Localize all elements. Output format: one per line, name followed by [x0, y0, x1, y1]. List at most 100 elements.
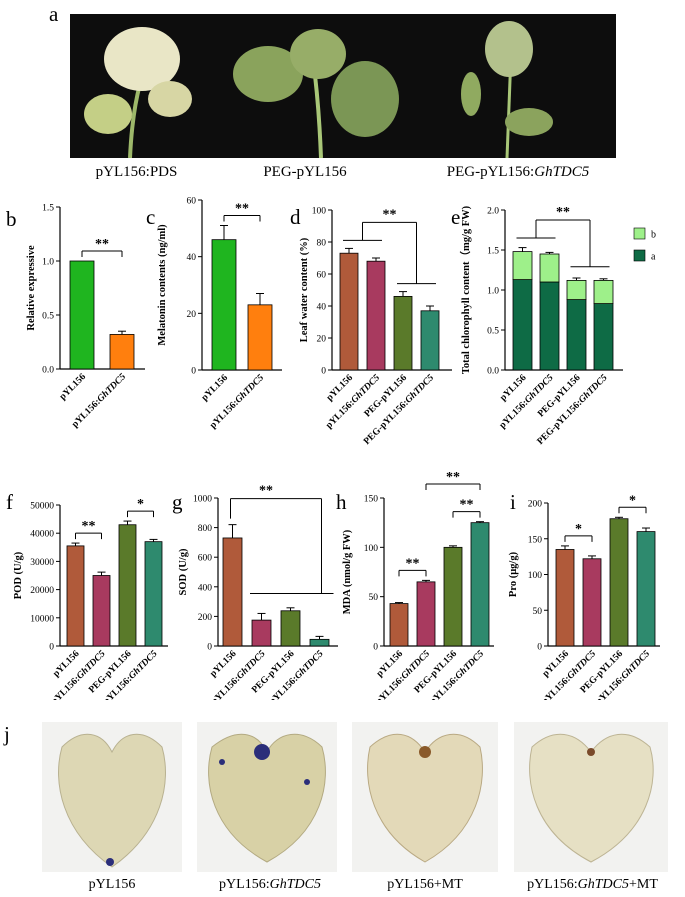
- panel-label-d: d: [290, 205, 301, 229]
- bar-i-3: [636, 531, 656, 647]
- y-axis-label-c: Melatonin contents (ng/ml): [157, 224, 168, 346]
- y-tick-label-e: 0.5: [487, 327, 499, 337]
- y-tick-label-e: 2.0: [487, 207, 499, 217]
- y-tick-label-g: 1000: [193, 495, 212, 505]
- panel-label-j: j: [4, 722, 10, 746]
- legend-swatch-a: [633, 249, 646, 262]
- bar-i-0: [555, 549, 575, 647]
- sig-label-h: **: [406, 556, 420, 571]
- y-tick-label-b: 1.0: [42, 258, 54, 268]
- panel-label-c: c: [146, 205, 156, 229]
- bar-d-2: [393, 295, 413, 371]
- sig-label-f: **: [82, 519, 96, 534]
- y-tick-label-f: 10000: [30, 614, 54, 624]
- caption-a-1: pYL156:PDS: [95, 164, 178, 180]
- sig-label-i: *: [575, 522, 582, 537]
- panel-label-e: e: [451, 205, 461, 229]
- sig-label-e: **: [556, 205, 570, 220]
- sig-label-i: *: [629, 493, 636, 508]
- y-tick-label-f: 30000: [30, 558, 54, 568]
- y-tick-label-h: 150: [364, 495, 379, 505]
- caption-j-2: pYL156:GhTDC5: [219, 877, 321, 892]
- panel-label-f: f: [6, 490, 13, 514]
- bar-d-3: [420, 310, 440, 371]
- caption-j-1: pYL156: [88, 877, 136, 892]
- y-tick-label-d: 40: [317, 303, 327, 313]
- bar-e-b-3: [593, 279, 614, 304]
- bar-g-0: [222, 537, 243, 647]
- leaf-photo-3: [352, 722, 498, 872]
- y-tick-label-i: 100: [528, 571, 543, 581]
- y-tick-label-d: 80: [317, 239, 327, 249]
- y-tick-label-c: 0: [191, 367, 196, 377]
- y-tick-label-g: 200: [198, 613, 213, 623]
- y-tick-label-f: 0: [49, 643, 54, 653]
- y-tick-label-i: 50: [533, 607, 543, 617]
- y-tick-label-e: 1.0: [487, 287, 499, 297]
- bar-i-1: [582, 558, 602, 647]
- x-tick-label-b: pYL156: [58, 372, 88, 402]
- caption-j-3: pYL156+MT: [387, 877, 463, 892]
- bar-e-a-0: [512, 279, 533, 371]
- bar-f-3: [144, 541, 163, 647]
- bar-h-1: [416, 581, 436, 647]
- leaf-photo-4: [514, 722, 668, 872]
- panel-label-b: b: [6, 207, 17, 231]
- panel-label-i: i: [510, 490, 516, 514]
- y-tick-label-h: 100: [364, 544, 379, 554]
- bar-g-2: [280, 610, 301, 647]
- y-tick-label-i: 150: [528, 535, 543, 545]
- y-axis-label-g: SOD (U/g): [178, 548, 189, 595]
- y-axis-label-d: Leaf water content (%): [299, 237, 310, 342]
- bar-h-0: [389, 603, 409, 647]
- bar-f-1: [92, 575, 111, 647]
- leaf-photo-1: [42, 722, 182, 872]
- bar-e-a-1: [539, 281, 560, 371]
- leaf-photo-2: [197, 722, 337, 872]
- y-tick-label-d: 20: [317, 335, 327, 345]
- photo-pds-plant: [70, 14, 203, 159]
- y-tick-label-d: 60: [317, 271, 327, 281]
- caption-a-3: PEG-pYL156:GhTDC5: [446, 164, 590, 180]
- y-tick-label-f: 50000: [30, 502, 54, 512]
- legend-label-a: a: [651, 252, 656, 263]
- y-tick-label-b: 0.5: [42, 312, 54, 322]
- y-tick-label-c: 60: [187, 197, 197, 207]
- bar-h-3: [470, 522, 490, 647]
- sig-label-h: **: [446, 470, 460, 485]
- y-tick-label-d: 0: [321, 367, 326, 377]
- legend-swatch-b: [633, 227, 646, 240]
- y-tick-label-h: 50: [369, 593, 379, 603]
- legend-label-b: b: [651, 230, 656, 241]
- sig-label-d: **: [383, 207, 397, 222]
- charts-canvas: 0.0 0.5 1.0 1.5 Relative expressive pYL156 pYL…: [13, 197, 660, 700]
- panel-label-h: h: [336, 490, 347, 514]
- y-tick-label-b: 1.5: [42, 204, 54, 214]
- y-tick-label-h: 0: [373, 643, 378, 653]
- sig-label-g: **: [259, 484, 273, 499]
- y-tick-label-g: 600: [198, 554, 213, 564]
- y-axis-label-e: Total chlorophyll content（mg/g FW): [459, 205, 472, 374]
- y-axis-label-b: Relative expressive: [26, 245, 37, 331]
- sig-label-f: *: [137, 497, 144, 512]
- y-tick-label-e: 1.5: [487, 247, 499, 257]
- bar-b-1: [109, 334, 135, 370]
- bar-d-1: [366, 260, 386, 371]
- photo-peg-plant: [203, 14, 409, 159]
- bar-e-a-3: [593, 303, 614, 371]
- y-axis-label-f: POD (U/g): [13, 551, 24, 599]
- x-tick-label-c: pYL156: [200, 373, 230, 403]
- y-tick-label-e: 0.0: [487, 367, 499, 377]
- bar-g-1: [251, 619, 272, 647]
- y-tick-label-f: 40000: [30, 530, 54, 540]
- caption-j-4: pYL156:GhTDC5+MT: [527, 877, 658, 892]
- y-tick-label-f: 20000: [30, 586, 54, 596]
- y-axis-label-i: Pro (μg/g): [508, 551, 519, 597]
- sig-label-h: **: [460, 498, 474, 513]
- bar-h-2: [443, 546, 463, 647]
- bar-g-3: [309, 638, 330, 647]
- bar-e-b-0: [512, 251, 533, 281]
- y-tick-label-c: 20: [187, 310, 197, 320]
- bar-b-0: [69, 260, 95, 370]
- bar-e-b-1: [539, 253, 560, 283]
